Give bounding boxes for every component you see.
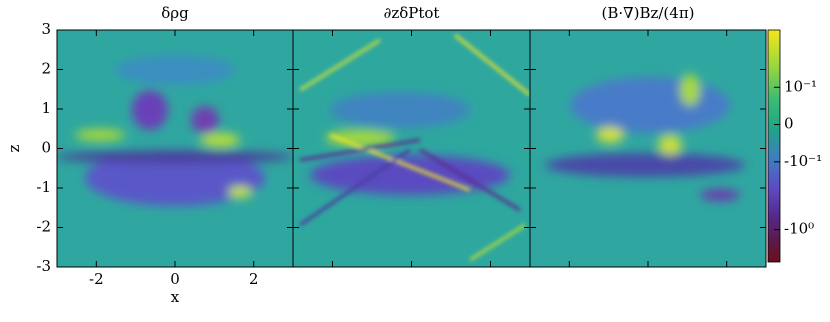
y-tick-label: 3 <box>41 20 51 38</box>
field-image <box>57 30 293 267</box>
x-tick-label: 0 <box>170 270 180 288</box>
y-tick-label: 0 <box>41 139 51 157</box>
y-tick-label: -2 <box>36 218 51 236</box>
y-tick-label: -3 <box>36 257 51 275</box>
panel-title: ∂zδPtot <box>384 4 440 22</box>
x-tick-label: -2 <box>89 270 104 288</box>
colorbar <box>767 29 781 263</box>
x-tick-label: 2 <box>249 270 259 288</box>
colorbar-tick-label: 10⁻¹ <box>784 77 817 95</box>
panel-title: (B·∇)Bz/(4π) <box>601 4 694 22</box>
y-tick-label: -1 <box>36 178 51 196</box>
colorbar-tick-label: 0 <box>784 115 794 133</box>
colorbar-tick-label: -10⁻¹ <box>784 152 822 170</box>
y-tick-label: 2 <box>41 60 51 78</box>
panel-title: δρg <box>161 4 189 22</box>
field-image <box>293 30 530 267</box>
field-image <box>530 30 766 267</box>
colorbar-tick-label: -10⁰ <box>784 220 814 238</box>
y-axis-label: z <box>5 144 23 152</box>
x-axis-label: x <box>171 288 180 306</box>
y-tick-label: 1 <box>41 99 51 117</box>
